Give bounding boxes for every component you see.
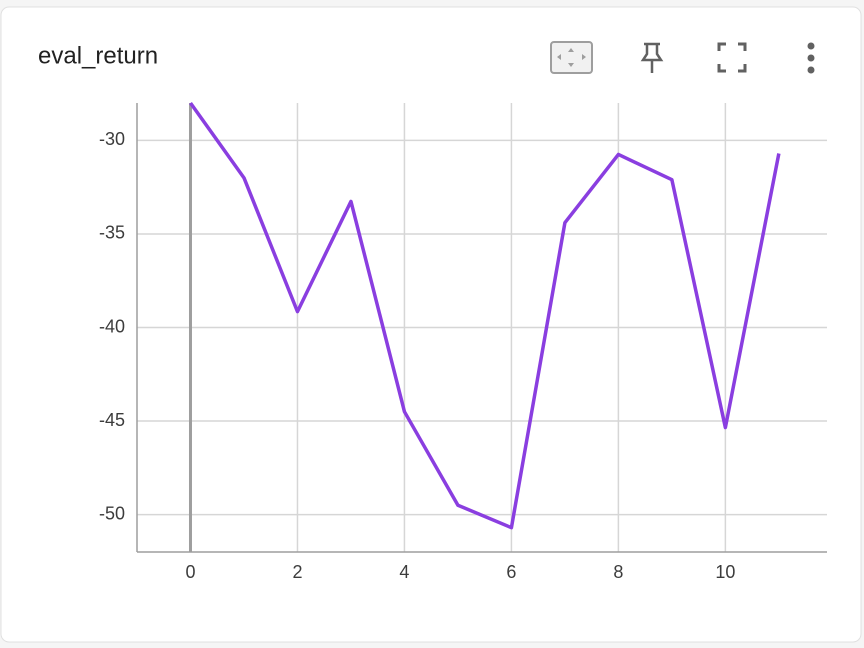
plot: -30 -35 -40 -45 -50 0 2 4 6 8 10 [99,101,827,582]
y-tick-label: -45 [99,410,125,430]
y-tick-label: -35 [99,223,125,243]
x-tick-label: 10 [715,562,735,582]
fit-icon [550,41,593,74]
fullscreen-button[interactable] [717,42,747,73]
chart-title: eval_return [38,42,158,69]
x-tick-label: 8 [613,562,623,582]
series-line [189,101,781,530]
dot [807,54,815,62]
fit-domain-button[interactable] [550,41,593,74]
fit-arrows [557,48,586,67]
y-tick-label: -40 [99,316,125,336]
y-tick-label: -30 [99,129,125,149]
pin-icon [640,42,664,73]
x-tick-label: 4 [399,562,409,582]
x-tick-label: 2 [292,562,302,582]
pin-button[interactable] [640,42,664,73]
x-tick-label: 0 [185,562,195,582]
dot [807,66,815,74]
menu-button[interactable] [807,42,815,74]
y-tick-label: -50 [99,503,125,523]
card-frame [0,6,862,643]
dot [807,42,815,50]
x-tick-label: 6 [506,562,516,582]
fullscreen-icon [717,42,747,73]
